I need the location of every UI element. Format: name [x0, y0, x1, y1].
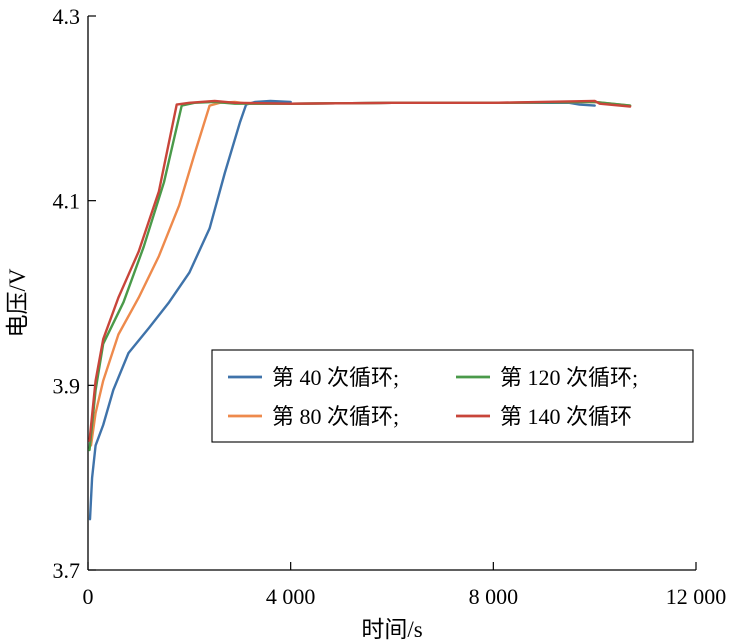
x-tick-label: 0 [83, 584, 94, 609]
x-tick-label: 4 000 [266, 584, 316, 609]
series-line-4 [88, 99, 632, 442]
legend-label-4: 第 140 次循环 [500, 404, 632, 429]
y-axis-label: 电压/V [5, 268, 30, 337]
y-axis-ticks: 3.7 3.9 4.1 4.3 [53, 4, 96, 583]
x-axis-label: 时间/s [361, 617, 422, 642]
legend-items: 第 40 次循环; 第 80 次循环; 第 120 次循环; 第 140 次循环 [228, 365, 638, 429]
legend-label-1: 第 40 次循环; [272, 365, 399, 390]
legend-label-2: 第 80 次循环; [272, 404, 399, 429]
y-tick-label: 3.9 [53, 373, 81, 398]
data-series [88, 99, 632, 521]
x-axis-ticks: 0 4 000 8 000 12 000 [83, 562, 727, 609]
x-tick-label: 12 000 [666, 584, 727, 609]
axes [87, 16, 696, 571]
y-tick-label: 4.1 [53, 189, 81, 214]
x-tick-label: 8 000 [469, 584, 519, 609]
y-tick-label: 4.3 [53, 4, 81, 29]
y-tick-label: 3.7 [53, 558, 81, 583]
legend: 第 40 次循环; 第 80 次循环; 第 120 次循环; 第 140 次循环 [211, 349, 694, 443]
legend-label-3: 第 120 次循环; [500, 365, 638, 390]
legend-box [211, 349, 694, 443]
